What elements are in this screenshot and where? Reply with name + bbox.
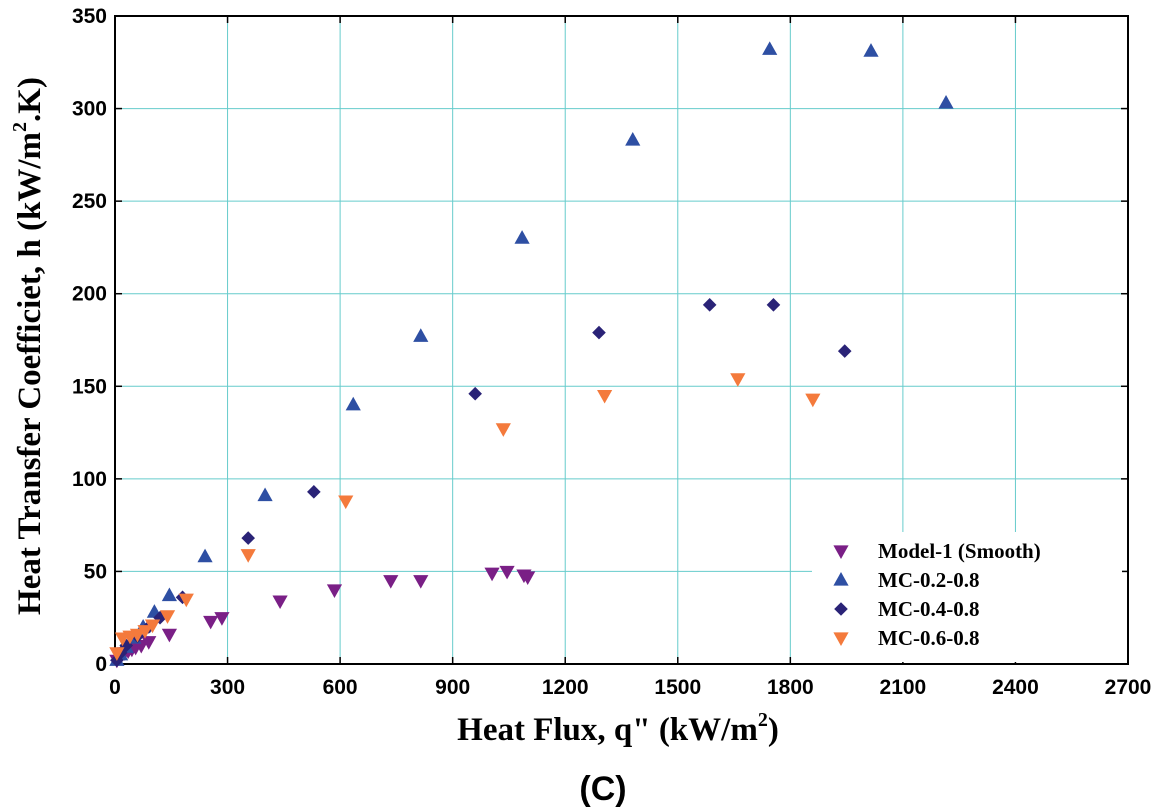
- data-point: [141, 636, 157, 650]
- x-tick-label: 2700: [1105, 676, 1152, 699]
- data-point: [837, 344, 852, 358]
- legend-marker: [833, 545, 849, 559]
- data-point: [730, 373, 746, 387]
- series-3: [109, 373, 821, 661]
- y-tick-label: 250: [72, 190, 107, 213]
- plot-frame: [114, 15, 1129, 665]
- data-point: [338, 495, 354, 510]
- data-point: [214, 612, 230, 626]
- data-point: [520, 571, 536, 585]
- data-point: [468, 386, 482, 401]
- data-point: [762, 41, 778, 55]
- data-point: [863, 43, 879, 57]
- data-point: [161, 628, 178, 643]
- y-tick-label: 150: [72, 375, 107, 398]
- data-point: [178, 593, 194, 608]
- x-tick-label: 0: [109, 676, 121, 699]
- data-point: [109, 647, 125, 661]
- data-point: [307, 485, 321, 499]
- data-point: [137, 625, 153, 639]
- data-point: [241, 531, 255, 545]
- y-tick-label: 300: [72, 98, 107, 121]
- legend-marker: [833, 632, 849, 646]
- data-point: [495, 423, 511, 437]
- data-point: [766, 298, 781, 312]
- data-point: [383, 575, 399, 589]
- y-tick-label: 50: [84, 560, 107, 583]
- x-tick-label: 300: [210, 676, 245, 699]
- data-point: [702, 298, 717, 312]
- data-point: [144, 619, 161, 634]
- data-point: [240, 549, 256, 563]
- y-tick-label: 100: [72, 468, 107, 491]
- figure-caption: (C): [579, 770, 626, 808]
- data-point: [597, 389, 613, 404]
- x-tick-label: 900: [435, 676, 470, 699]
- data-point: [257, 487, 273, 502]
- data-point: [625, 132, 641, 146]
- x-tick-label: 2400: [992, 676, 1039, 699]
- data-point: [345, 396, 361, 411]
- data-points: [109, 41, 954, 669]
- data-point: [272, 595, 288, 610]
- legend-label: Model-1 (Smooth): [878, 539, 1041, 563]
- data-point: [499, 565, 515, 580]
- data-point: [413, 575, 429, 589]
- y-tick-label: 0: [95, 653, 107, 676]
- legend-label: MC-0.6-0.8: [878, 626, 979, 650]
- x-axis-title: Heat Flux, q" (kW/m2): [457, 709, 779, 748]
- x-tick-label: 1800: [767, 676, 814, 699]
- x-tick-label: 1200: [542, 676, 589, 699]
- legend-background: [812, 532, 1122, 662]
- data-point: [326, 584, 343, 598]
- data-point: [938, 95, 954, 109]
- legend: Model-1 (Smooth) MC-0.2-0.8 MC-0.4-0.8 MC-0…: [812, 532, 1122, 662]
- x-tick-label: 1500: [654, 676, 701, 699]
- data-point: [484, 567, 500, 582]
- data-point: [413, 328, 429, 342]
- legend-label: MC-0.2-0.8: [878, 568, 979, 592]
- y-axis-title: Heat Transfer Coefficiet, h (kW/m2.K): [9, 77, 48, 615]
- legend-marker: [834, 602, 848, 616]
- legend-label: MC-0.4-0.8: [878, 597, 979, 621]
- data-point: [129, 628, 146, 643]
- data-point: [197, 548, 213, 563]
- data-point: [119, 638, 134, 653]
- data-point: [514, 230, 530, 244]
- data-point: [203, 615, 219, 630]
- y-tick-label: 350: [72, 5, 107, 28]
- data-point: [159, 610, 176, 624]
- data-point: [161, 587, 178, 602]
- y-tick-label: 200: [72, 283, 107, 306]
- x-tick-label: 600: [323, 676, 358, 699]
- data-point: [805, 393, 821, 408]
- legend-marker: [833, 572, 849, 586]
- x-tick-label: 2100: [880, 676, 927, 699]
- data-point: [592, 325, 606, 340]
